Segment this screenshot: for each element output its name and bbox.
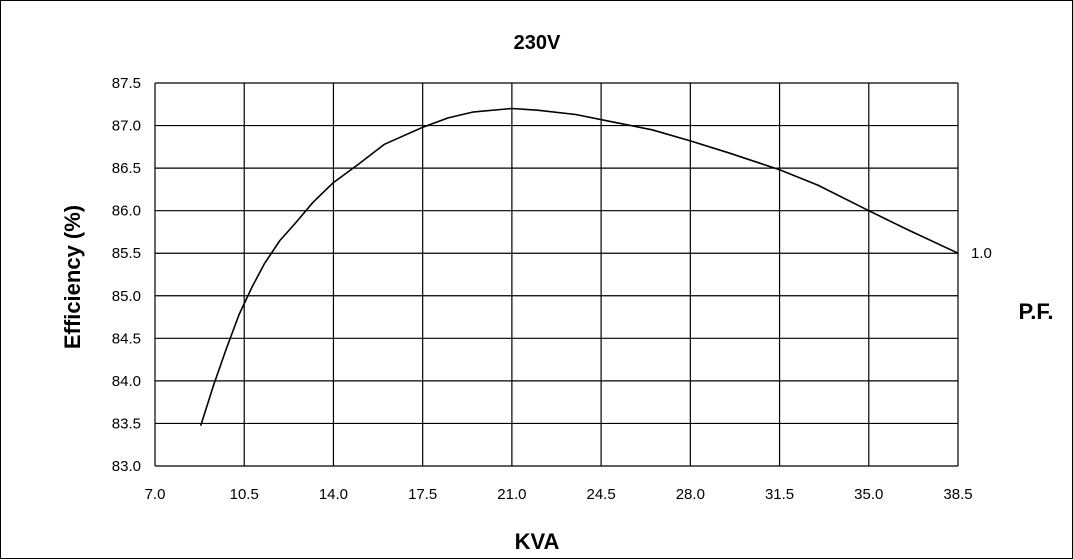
x-tick-label: 7.0: [145, 486, 166, 503]
x-tick-label: 35.0: [854, 486, 883, 503]
x-axis-title: KVA: [515, 529, 560, 554]
x-tick-label: 38.5: [943, 486, 972, 503]
y-tick-label: 84.5: [112, 330, 141, 347]
x-tick-label: 21.0: [497, 486, 526, 503]
series-layer: 1.0: [200, 107, 992, 426]
x-tick-label: 10.5: [230, 486, 259, 503]
series-line: [200, 107, 959, 426]
y-tick-label: 83.0: [112, 458, 141, 475]
chart-title: 230V: [514, 32, 561, 54]
x-tick-label: 14.0: [319, 486, 348, 503]
x-tick-label: 17.5: [408, 486, 437, 503]
y-tick-label: 87.5: [112, 75, 141, 92]
x-tick-labels: 7.0 10.5 14.0 17.5 21.0 24.5 28.0 31.5 35.0 38.5: [145, 486, 973, 503]
pf-label: P.F.: [1018, 299, 1053, 324]
x-tick-label: 28.0: [676, 486, 705, 503]
y-tick-label: 86.5: [112, 160, 141, 177]
series-label: 1.0: [971, 245, 992, 262]
x-tick-label: 24.5: [587, 486, 616, 503]
y-tick-label: 87.0: [112, 118, 141, 135]
y-axis-title: Efficiency (%): [60, 205, 85, 349]
x-tick-label: 31.5: [765, 486, 794, 503]
grid: [154, 82, 959, 467]
y-tick-label: 83.5: [112, 415, 141, 432]
y-tick-label: 84.0: [112, 373, 141, 390]
y-tick-labels: 83.0 83.5 84.0 84.5 85.0 85.5 86.0 86.5 87.0 87.5: [112, 75, 141, 475]
y-tick-label: 86.0: [112, 203, 141, 220]
y-tick-label: 85.0: [112, 288, 141, 305]
y-tick-label: 85.5: [112, 245, 141, 262]
